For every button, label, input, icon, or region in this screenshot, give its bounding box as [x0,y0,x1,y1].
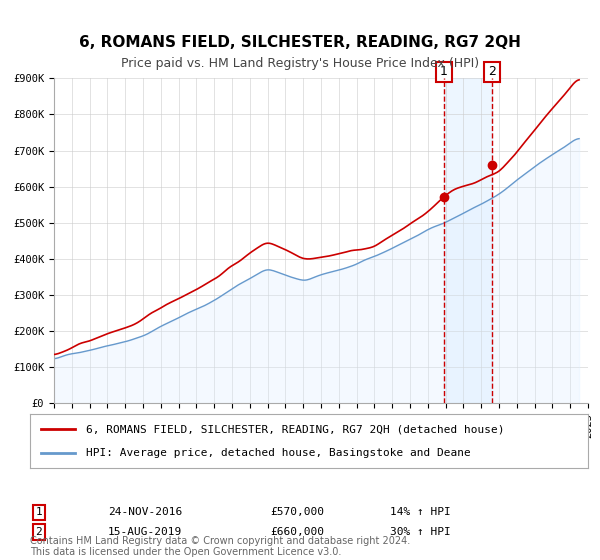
Text: 15-AUG-2019: 15-AUG-2019 [108,527,182,537]
Text: Contains HM Land Registry data © Crown copyright and database right 2024.
This d: Contains HM Land Registry data © Crown c… [30,535,410,557]
Text: Price paid vs. HM Land Registry's House Price Index (HPI): Price paid vs. HM Land Registry's House … [121,57,479,70]
Text: 24-NOV-2016: 24-NOV-2016 [108,507,182,517]
Text: £660,000: £660,000 [270,527,324,537]
Text: £570,000: £570,000 [270,507,324,517]
Text: 30% ↑ HPI: 30% ↑ HPI [390,527,451,537]
Bar [444,78,492,403]
Text: 1: 1 [35,507,43,517]
Text: 1: 1 [440,66,448,78]
Text: 6, ROMANS FIELD, SILCHESTER, READING, RG7 2QH (detached house): 6, ROMANS FIELD, SILCHESTER, READING, RG… [86,424,504,435]
Text: 2: 2 [35,527,43,537]
Text: 6, ROMANS FIELD, SILCHESTER, READING, RG7 2QH: 6, ROMANS FIELD, SILCHESTER, READING, RG… [79,35,521,50]
Text: 14% ↑ HPI: 14% ↑ HPI [390,507,451,517]
Text: HPI: Average price, detached house, Basingstoke and Deane: HPI: Average price, detached house, Basi… [86,447,470,458]
Text: 2: 2 [488,66,496,78]
